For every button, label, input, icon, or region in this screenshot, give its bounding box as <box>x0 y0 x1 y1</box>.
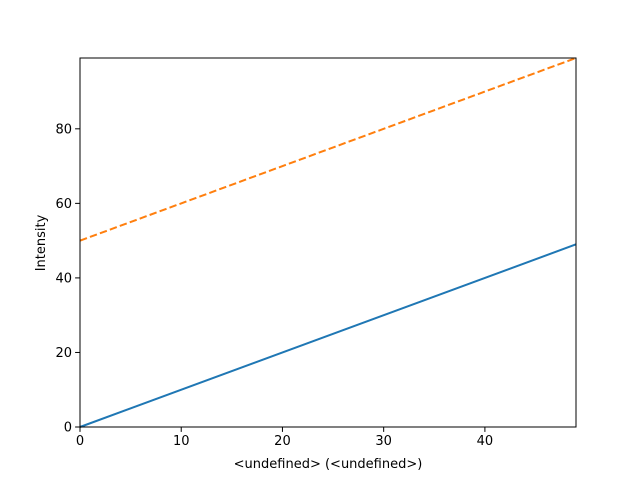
y-tick-label: 60 <box>55 197 72 212</box>
x-tick-label: 0 <box>76 434 84 449</box>
y-axis-label: Intensity <box>34 214 49 271</box>
x-axis-label: <undefined> (<undefined>) <box>234 457 423 472</box>
x-tick-label: 10 <box>173 434 190 449</box>
y-tick-label: 80 <box>55 122 72 137</box>
y-tick-label: 0 <box>64 421 72 436</box>
x-tick-label: 40 <box>477 434 494 449</box>
x-axis-ticks: 0 10 20 30 40 <box>76 427 493 449</box>
series-line-1 <box>79 243 577 428</box>
series-line-2 <box>79 57 577 242</box>
series-layer <box>79 57 577 428</box>
plot-frame <box>79 57 577 428</box>
x-tick-label: 30 <box>375 434 392 449</box>
y-tick-label: 20 <box>55 346 72 361</box>
y-axis-ticks: 0 20 40 60 80 <box>55 122 80 436</box>
x-tick-label: 20 <box>274 434 291 449</box>
y-tick-label: 40 <box>55 271 72 286</box>
